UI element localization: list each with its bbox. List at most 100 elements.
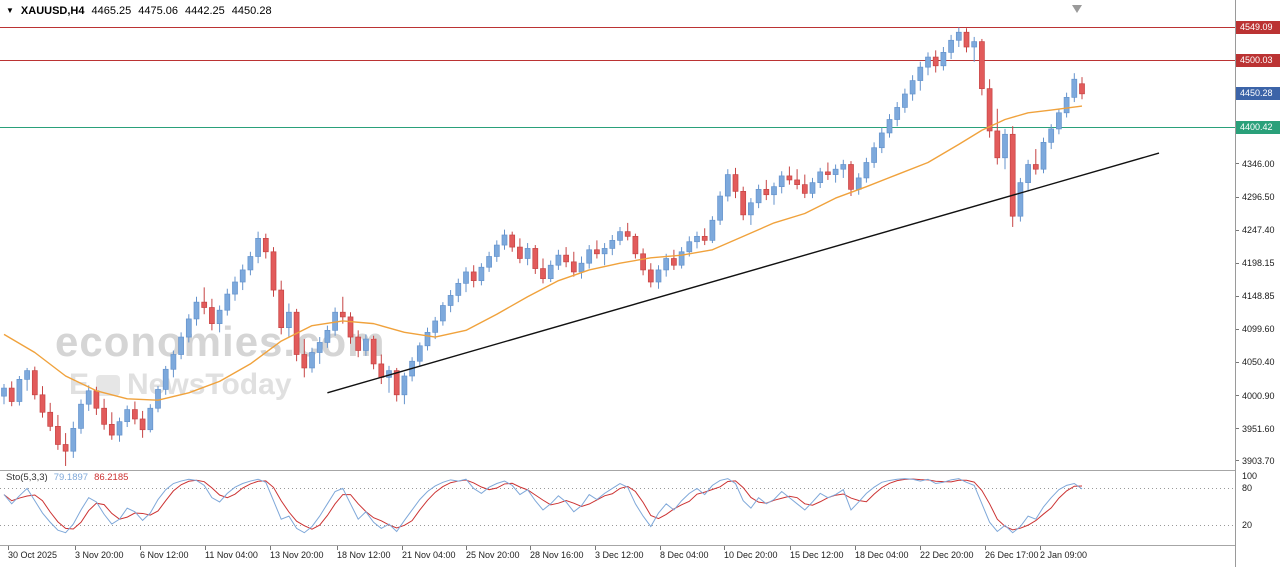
candle-body bbox=[16, 379, 23, 402]
time-tick-mark bbox=[855, 546, 856, 550]
time-tick-mark bbox=[270, 546, 271, 550]
stochastic-panel-canvas[interactable] bbox=[0, 470, 1235, 545]
candle-body bbox=[755, 188, 762, 204]
candle-body bbox=[555, 254, 562, 266]
panel-separator[interactable] bbox=[0, 470, 1280, 471]
candle-body bbox=[617, 231, 623, 241]
candle-body bbox=[647, 269, 654, 283]
candle-body bbox=[909, 80, 916, 95]
candle-body bbox=[170, 354, 177, 370]
candle-body bbox=[416, 345, 423, 362]
time-tick-label: 26 Dec 17:00 bbox=[985, 550, 1039, 560]
time-tick-mark bbox=[724, 546, 725, 550]
candle-body bbox=[763, 188, 770, 196]
time-tick-label: 3 Nov 20:00 bbox=[75, 550, 124, 560]
candle-body bbox=[671, 258, 677, 266]
price-axis[interactable]: 4346.00 4296.50 4247.40 4198.15 4148.85 4099.… bbox=[1235, 0, 1280, 567]
candle-body bbox=[570, 261, 577, 273]
candle-body bbox=[709, 219, 716, 241]
candle-body bbox=[209, 307, 215, 324]
candle-body bbox=[93, 390, 100, 409]
candle-body bbox=[902, 93, 908, 108]
candle-body bbox=[62, 444, 69, 452]
candle-body bbox=[255, 238, 261, 257]
candle-body bbox=[55, 426, 61, 445]
watermark-flag-icon bbox=[96, 374, 121, 396]
candle-body bbox=[201, 301, 208, 308]
chart-shift-marker-icon[interactable] bbox=[1072, 5, 1082, 13]
candle-body bbox=[894, 107, 901, 120]
candle-body bbox=[563, 254, 569, 263]
candle-body bbox=[686, 241, 693, 253]
candle-body bbox=[1017, 182, 1024, 217]
price-tick-label: 4000.90 bbox=[1242, 390, 1275, 401]
candle-body bbox=[832, 168, 839, 175]
candle-body bbox=[532, 248, 539, 269]
candle-body bbox=[1063, 97, 1070, 114]
candle-body bbox=[239, 269, 246, 283]
watermark-subbrand-prefix: E bbox=[69, 368, 90, 401]
stochastic-d-value: 86.2185 bbox=[94, 472, 129, 483]
candle-body bbox=[524, 248, 531, 259]
candle-body bbox=[1032, 164, 1039, 170]
candle-body bbox=[1009, 133, 1016, 217]
candle-body bbox=[316, 342, 323, 353]
candle-body bbox=[262, 238, 269, 253]
stochastic-signal-line bbox=[3, 478, 1083, 531]
candle-body bbox=[732, 174, 739, 192]
time-tick-mark bbox=[790, 546, 791, 550]
candle-body bbox=[447, 295, 454, 306]
price-tick-mark bbox=[1236, 295, 1239, 297]
time-tick-mark bbox=[466, 546, 467, 550]
candle-body bbox=[601, 248, 608, 255]
time-tick-mark bbox=[1040, 546, 1041, 550]
candle-body bbox=[347, 316, 354, 338]
candle-body bbox=[1002, 133, 1008, 159]
time-tick-label: 8 Dec 04:00 bbox=[660, 550, 709, 560]
candle-body bbox=[124, 409, 131, 423]
stochastic-scale-label: 20 bbox=[1242, 520, 1253, 531]
candle-body bbox=[878, 132, 885, 149]
candle-body bbox=[778, 175, 785, 188]
candle-body bbox=[155, 389, 161, 409]
candle-body bbox=[640, 253, 646, 271]
time-tick-label: 30 Oct 2025 bbox=[8, 550, 58, 560]
candle-body bbox=[31, 370, 38, 396]
price-tick-mark bbox=[1236, 460, 1239, 462]
candle-body bbox=[147, 407, 154, 431]
price-tick-label: 4198.15 bbox=[1242, 258, 1275, 269]
time-tick-mark bbox=[660, 546, 661, 550]
ohlc-open-value: 4465.25 bbox=[91, 5, 132, 17]
candle-body bbox=[801, 184, 808, 194]
symbol-dropdown-icon[interactable]: ▼ bbox=[6, 6, 14, 15]
candle-body bbox=[948, 39, 954, 53]
stochastic-scale-label: 100 bbox=[1242, 471, 1258, 482]
candle-body bbox=[401, 375, 408, 396]
candle-body bbox=[771, 186, 777, 196]
candle-body bbox=[547, 264, 554, 279]
candle-body bbox=[24, 370, 30, 380]
candle-body bbox=[1040, 141, 1047, 170]
symbol-timeframe-label: XAUUSD,H4 bbox=[20, 5, 85, 17]
support-trendline[interactable] bbox=[327, 152, 1160, 394]
price-tick-label: 4148.85 bbox=[1242, 291, 1275, 302]
candle-body bbox=[809, 182, 816, 194]
candle-body bbox=[378, 363, 385, 378]
time-tick-mark bbox=[920, 546, 921, 550]
candle-body bbox=[632, 235, 639, 255]
candle-body bbox=[270, 251, 277, 291]
main-chart-canvas[interactable] bbox=[0, 0, 1235, 470]
price-tick-label: 4050.40 bbox=[1242, 357, 1275, 368]
candle-body bbox=[463, 271, 469, 284]
candle-body bbox=[925, 56, 931, 68]
time-tick-mark bbox=[985, 546, 986, 550]
price-tick-label: 4346.00 bbox=[1242, 158, 1275, 169]
candle-body bbox=[986, 88, 993, 132]
candle-body bbox=[232, 281, 238, 295]
candle-body bbox=[247, 256, 254, 271]
time-tick-mark bbox=[140, 546, 141, 550]
time-tick-mark bbox=[530, 546, 531, 550]
price-tick-mark bbox=[1236, 262, 1239, 264]
resistance-price-badge: 4549.09 bbox=[1236, 20, 1280, 34]
